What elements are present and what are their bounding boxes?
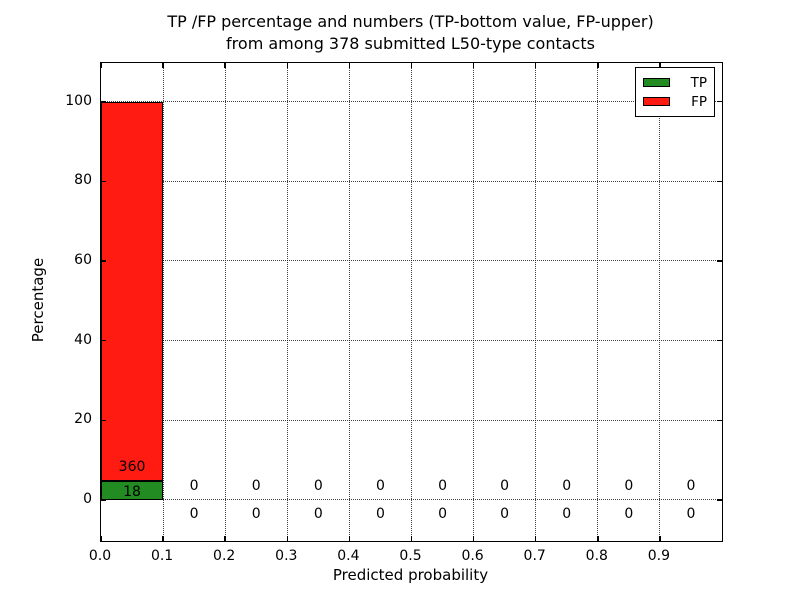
x-tick-bottom [410, 536, 413, 541]
y-tick-label: 0 [83, 490, 92, 507]
x-tick-top [410, 63, 413, 68]
tp-count-label: 0 [562, 505, 572, 522]
tp-count-label: 0 [375, 505, 385, 522]
x-tick-top [162, 63, 164, 68]
x-axis-label: Predicted probability [332, 566, 489, 584]
fp-count-label: 0 [375, 478, 385, 495]
fp-legend-swatch-icon [643, 97, 670, 106]
x-tick-bottom [162, 536, 164, 541]
x-tick-bottom [659, 536, 661, 541]
fp-count-label: 0 [500, 478, 510, 495]
legend-label-tp: TP [690, 74, 707, 91]
x-tick-bottom [224, 536, 226, 541]
x-tick-top [100, 63, 102, 68]
fp-count-label: 360 [118, 459, 146, 476]
y-tick-right [717, 100, 722, 103]
x-gridline [659, 63, 661, 541]
x-gridline [473, 63, 475, 541]
x-gridline [162, 63, 164, 541]
y-tick-left [101, 260, 106, 262]
tp-count-label: 0 [438, 505, 447, 522]
x-tick-top [286, 63, 289, 68]
y-tick-right [717, 260, 722, 262]
x-tick-label: 0.9 [647, 548, 671, 564]
fp-count-label: 0 [624, 478, 634, 495]
x-tick-label: 0.6 [461, 548, 484, 564]
legend-label-fp: FP [691, 93, 707, 110]
tp-legend-swatch-icon [643, 78, 670, 87]
x-tick-bottom [597, 536, 599, 541]
y-tick-label: 20 [74, 411, 92, 428]
y-tick-right [717, 499, 722, 501]
fp-bar-segment [101, 101, 164, 481]
tp-count-label: 0 [189, 505, 199, 522]
fp-count-label: 0 [189, 478, 199, 495]
x-tick-label: 0.1 [150, 548, 174, 564]
x-tick-top [659, 63, 661, 68]
legend-row-tp: TP [643, 73, 707, 92]
tp-count-label: 18 [123, 484, 141, 501]
tp-count-label: 0 [251, 505, 261, 522]
x-tick-bottom [534, 536, 537, 541]
chart-title-line-1: TP /FP percentage and numbers (TP-bottom… [167, 12, 654, 31]
legend: TP FP [635, 67, 715, 117]
x-tick-top [348, 63, 351, 68]
x-gridline [597, 63, 599, 541]
x-tick-bottom [348, 536, 351, 541]
fp-count-label: 0 [438, 478, 447, 495]
tp-count-label: 0 [313, 505, 323, 522]
y-tick-label: 100 [65, 92, 92, 109]
x-tick-bottom [286, 536, 289, 541]
x-gridline [411, 63, 412, 541]
x-tick-label: 0.0 [88, 548, 112, 564]
fp-count-label: 0 [686, 478, 696, 495]
tp-count-label: 0 [624, 505, 634, 522]
fp-count-label: 0 [251, 478, 261, 495]
x-tick-top [224, 63, 226, 68]
x-tick-top [472, 63, 475, 68]
y-tick-right [717, 180, 722, 183]
y-tick-label: 40 [74, 331, 92, 348]
fp-count-label: 0 [313, 478, 323, 495]
x-tick-top [534, 63, 537, 68]
y-tick-left [101, 339, 106, 342]
y-tick-label: 60 [74, 251, 92, 268]
y-tick-right [717, 339, 722, 342]
x-tick-top [597, 63, 599, 68]
y-tick-left [101, 419, 106, 422]
x-gridline [348, 63, 350, 541]
tp-count-label: 0 [686, 505, 696, 522]
fp-count-label: 0 [562, 478, 572, 495]
x-tick-label: 0.2 [213, 548, 236, 564]
x-tick-label: 0.5 [399, 548, 422, 564]
x-gridline [535, 63, 537, 541]
x-gridline [286, 63, 288, 541]
chart-title: TP /FP percentage and numbers (TP-bottom… [100, 11, 721, 55]
x-gridline [224, 63, 226, 541]
y-tick-label: 80 [74, 172, 92, 189]
chart-title-line-2: from among 378 submitted L50-type contac… [226, 34, 595, 53]
legend-row-fp: FP [643, 92, 707, 111]
x-tick-label: 0.3 [275, 548, 298, 564]
x-tick-label: 0.7 [523, 548, 546, 564]
x-tick-bottom [472, 536, 475, 541]
tp-count-label: 0 [500, 505, 510, 522]
x-tick-label: 0.8 [585, 548, 608, 564]
y-tick-left [101, 100, 106, 103]
x-tick-bottom [100, 536, 102, 541]
plot-area: TP FP 360 18 0 0 0 0 0 0 0 0 0 0 0 0 0 0 0 0 0 0 [100, 62, 723, 542]
y-tick-left [101, 499, 106, 501]
y-tick-right [717, 419, 722, 422]
y-tick-left [101, 180, 106, 183]
x-tick-label: 0.4 [337, 548, 360, 564]
tp-bar-segment [101, 481, 164, 500]
